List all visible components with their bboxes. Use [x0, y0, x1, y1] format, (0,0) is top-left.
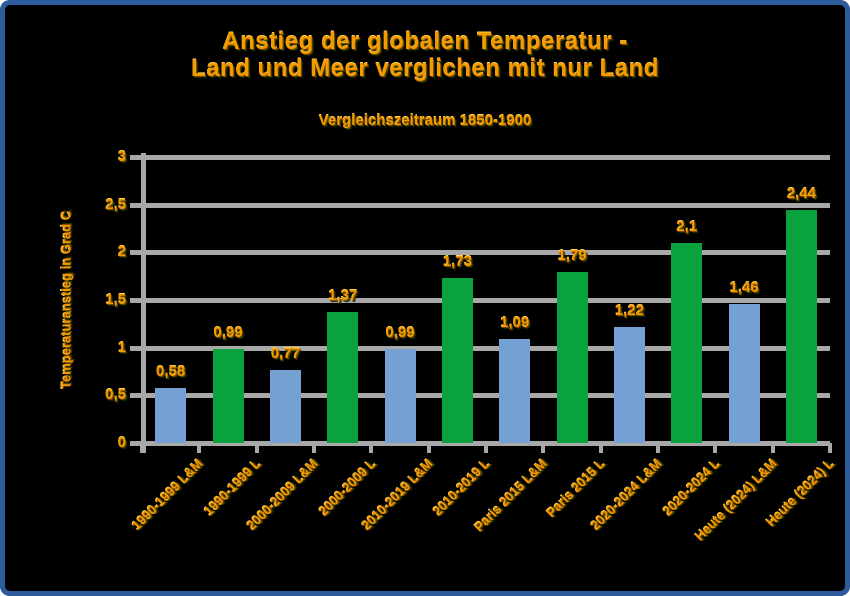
bar [613, 326, 645, 443]
x-tick [197, 443, 202, 453]
bar [556, 272, 588, 443]
bar-value-label: 0,58 [156, 362, 186, 380]
y-tick-label: 0 [117, 434, 126, 451]
bar-value-label: 1,79 [557, 247, 587, 265]
gridline [142, 393, 830, 399]
x-tick [770, 443, 775, 453]
y-axis-line [141, 153, 146, 453]
y-tick-label: 2,5 [105, 195, 126, 213]
chart-title-line1: Anstieg der globalen Temperatur - [222, 28, 628, 55]
x-axis-label: 2010-2019 L [429, 456, 493, 519]
x-tick [484, 443, 488, 453]
x-tick [598, 443, 603, 453]
x-axis-label: 2000-2009 L [315, 456, 378, 519]
x-tick [254, 443, 259, 453]
y-tick [130, 298, 142, 303]
bar [327, 312, 359, 443]
y-tick [130, 345, 142, 351]
x-tick [140, 443, 144, 453]
y-tick [130, 393, 142, 399]
bar [269, 369, 301, 443]
gridline [142, 250, 830, 256]
gridline [142, 345, 830, 351]
y-tick-label: 1,5 [105, 291, 126, 308]
gridline [142, 202, 830, 208]
x-axis-label: 1990-1999 L [200, 456, 264, 519]
bar-value-label: 1,37 [328, 287, 358, 305]
bar [728, 303, 760, 443]
x-tick [828, 443, 832, 453]
bar [155, 387, 187, 443]
chart-title-line2: Land und Meer verglichen mit nur Land [191, 55, 659, 82]
x-axis-label: 1990-1999 L&M [128, 456, 206, 534]
bar-value-label: 2,44 [786, 185, 816, 203]
bar-value-label: 1,73 [442, 253, 472, 271]
y-tick-label: 1 [117, 338, 126, 356]
chart-title: Anstieg der globalen Temperatur - Land u… [0, 28, 850, 82]
bar-value-label: 1,09 [500, 314, 530, 332]
bar-value-label: 2,1 [676, 217, 698, 235]
bar-value-label: 0,99 [385, 323, 415, 341]
y-tick [130, 250, 142, 256]
bar-value-label: 1,22 [614, 301, 644, 319]
x-tick [312, 443, 316, 453]
y-tick [130, 155, 142, 160]
y-tick [130, 202, 142, 208]
bar [441, 278, 473, 443]
gridline [142, 298, 830, 303]
bar-value-label: 0,77 [270, 344, 300, 362]
chart-subtitle: Vergleichszeitraum 1850-1900 [318, 112, 532, 129]
x-tick [713, 443, 718, 453]
x-tick [426, 443, 431, 453]
bar [384, 348, 416, 443]
x-tick [656, 443, 660, 453]
bar [212, 348, 244, 443]
y-tick-label: 0,5 [105, 386, 126, 404]
bar [499, 339, 531, 443]
y-tick-label: 2 [117, 243, 126, 261]
y-tick [130, 441, 142, 446]
bar [671, 242, 703, 443]
bar-value-label: 0,99 [213, 323, 243, 341]
gridline [142, 155, 830, 160]
y-tick-label: 3 [117, 148, 126, 165]
x-axis-label: 2020-2024 L [659, 456, 722, 519]
x-tick [541, 443, 546, 453]
x-tick [369, 443, 374, 453]
bar [785, 210, 817, 443]
bar-value-label: 1,46 [729, 278, 759, 296]
